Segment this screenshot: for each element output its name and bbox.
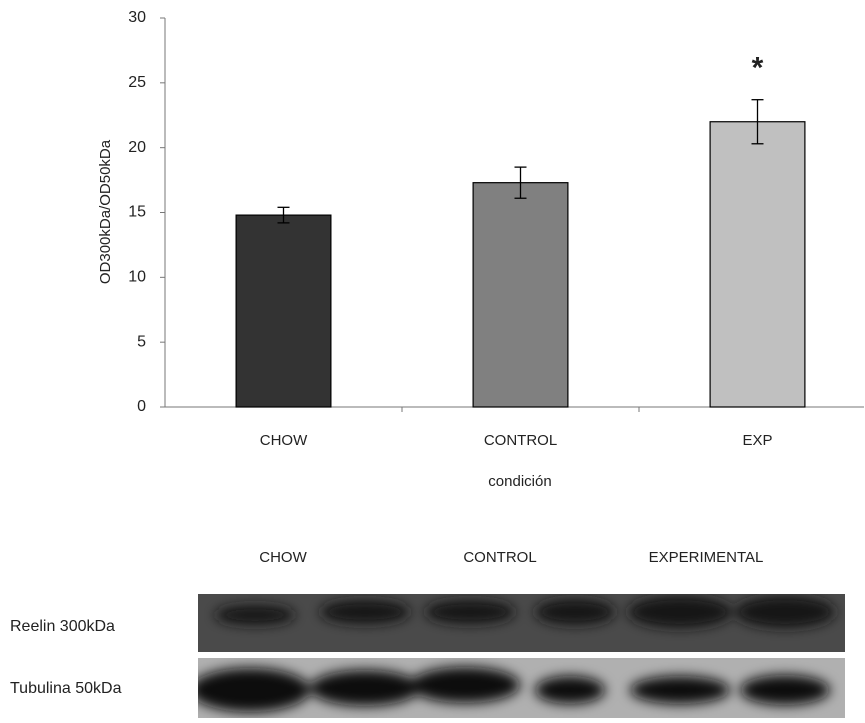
y-tick-label: 0 bbox=[137, 398, 146, 415]
lane-label: CONTROL bbox=[463, 549, 536, 566]
y-tick-label: 20 bbox=[128, 139, 146, 156]
lane-label: CHOW bbox=[259, 549, 307, 566]
x-tick-label: CONTROL bbox=[484, 432, 557, 449]
y-axis-label: OD300kDa/OD50kDa bbox=[97, 139, 114, 284]
bar bbox=[710, 122, 805, 407]
blot-tubulina bbox=[190, 658, 845, 718]
bar bbox=[236, 215, 331, 407]
bar bbox=[473, 183, 568, 407]
row-label: Tubulina 50kDa bbox=[10, 680, 122, 697]
lane-label: EXPERIMENTAL bbox=[649, 549, 764, 566]
row-label: Reelin 300kDa bbox=[10, 618, 115, 635]
y-tick-label: 30 bbox=[128, 9, 146, 26]
blot-reelin bbox=[198, 594, 845, 652]
x-axis-label: condición bbox=[488, 473, 551, 490]
figure: OD300kDa/OD50kDa condición 0 5 10 15 20 25 30 C… bbox=[0, 0, 865, 718]
y-tick-label: 5 bbox=[137, 333, 146, 350]
y-tick-label: 15 bbox=[128, 204, 146, 221]
x-tick-label: CHOW bbox=[260, 432, 308, 449]
x-tick-label: EXP bbox=[742, 432, 772, 449]
annotation: * bbox=[752, 52, 764, 85]
y-tick-label: 25 bbox=[128, 74, 146, 91]
y-tick-label: 10 bbox=[128, 269, 146, 286]
